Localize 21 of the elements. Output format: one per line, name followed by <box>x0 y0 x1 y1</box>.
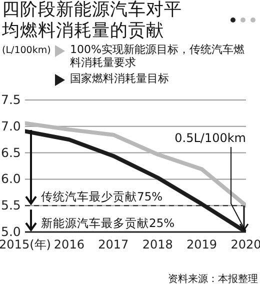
x-tick-label: 2018 <box>142 238 173 252</box>
annotation: 新能源汽车最多贡献25% <box>41 216 175 230</box>
x-tick-label: 2016 <box>54 238 84 252</box>
x-tick-label: 2017 <box>98 238 129 252</box>
x-tick-label: 2015(年) <box>0 238 51 252</box>
y-tick-label: 6.0 <box>1 171 21 186</box>
line-series <box>25 129 246 232</box>
chart-title: 四阶段新能源汽车对平均燃料消耗量的贡献 <box>2 0 183 42</box>
x-tick-label: 2019 <box>186 238 218 252</box>
legend-label: 国家燃料消耗量目标 <box>70 72 169 87</box>
line-series <box>25 121 246 208</box>
y-tick-label: 7.0 <box>1 118 21 134</box>
y-axis-title: (L/100km) <box>2 45 51 56</box>
annotation: 0.5L/100km <box>174 131 246 145</box>
y-tick-label: 5.5 <box>1 198 21 213</box>
legend-label: 100%实现新能源目标，传统汽车燃料消耗量要求 <box>70 43 246 69</box>
y-tick-label: 5.0 <box>1 224 21 239</box>
y-tick-label: 6.5 <box>1 144 21 160</box>
y-tick-label: 7.5 <box>1 92 21 107</box>
annotation: 传统汽车最少贡献75% <box>41 190 163 204</box>
text: 资料来源：本报整理 <box>168 272 258 284</box>
